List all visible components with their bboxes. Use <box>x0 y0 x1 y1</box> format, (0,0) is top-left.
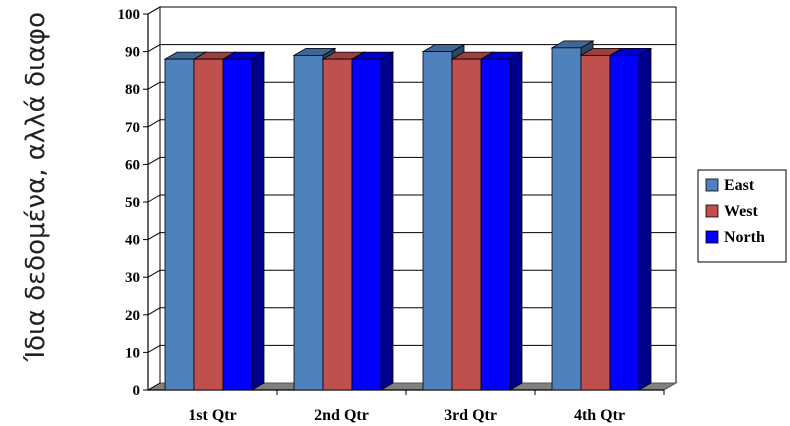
x-tick-label: 3rd Qtr <box>444 407 497 424</box>
legend-swatch-north <box>705 230 719 244</box>
legend-swatch-west <box>705 204 719 218</box>
gridline-side <box>147 269 161 278</box>
gridline-side <box>147 44 161 53</box>
bar-side <box>509 51 523 391</box>
side-caption: Ίδια δεδομένα, αλλά διαφο <box>21 12 51 363</box>
x-tick-label: 4th Qtr <box>574 407 625 424</box>
y-tick-label: 30 <box>125 270 140 286</box>
y-tick-label: 100 <box>118 7 141 23</box>
plot-area: 0 10 20 30 40 50 60 70 80 90 100 1st Qtr 2nd Qtr 3rd … <box>118 6 678 424</box>
y-tick-label: 90 <box>125 45 140 61</box>
gridline-side <box>147 344 161 353</box>
bar-front <box>451 58 482 391</box>
bar-side <box>638 47 652 391</box>
bar-front <box>580 54 611 391</box>
bar-front <box>293 54 324 391</box>
bar-north-3 <box>479 51 524 391</box>
y-tick-label: 40 <box>125 233 140 249</box>
legend-label-west: West <box>724 203 758 220</box>
bar-front <box>480 58 511 391</box>
x-tick-label: 1st Qtr <box>188 407 236 424</box>
gridline-side <box>147 194 161 203</box>
gridline-side <box>147 307 161 316</box>
bar-front <box>193 58 224 391</box>
y-tick-label: 70 <box>125 120 140 136</box>
gridline-side <box>147 156 161 165</box>
y-tick-label: 50 <box>125 195 140 211</box>
y-tick-label: 10 <box>125 345 140 361</box>
gridline-side <box>147 119 161 128</box>
bar-front <box>551 47 582 391</box>
y-tick-label: 80 <box>125 82 140 98</box>
bar-front <box>164 58 195 391</box>
bar-front <box>322 58 353 391</box>
bar-front <box>422 51 453 391</box>
bar-north-1 <box>221 51 266 391</box>
bar-side <box>251 51 265 391</box>
legend-label-east: East <box>724 177 755 194</box>
bar-front <box>609 54 640 391</box>
bar-front <box>222 58 253 391</box>
gridline-side <box>147 232 161 241</box>
x-tick-label: 2nd Qtr <box>314 407 369 424</box>
gridline-side <box>147 81 161 90</box>
y-tick-label: 60 <box>125 157 140 173</box>
y-tick-label: 0 <box>133 383 141 399</box>
bar-north-4 <box>608 47 653 391</box>
legend-swatch-east <box>705 178 719 192</box>
bar-front <box>351 58 382 391</box>
legend-label-north: North <box>724 229 765 246</box>
y-tick-label: 20 <box>125 308 140 324</box>
legend: East West North <box>697 169 787 263</box>
bar-north-2 <box>350 51 395 391</box>
bar-side <box>380 51 394 391</box>
gridline-side <box>147 6 161 15</box>
